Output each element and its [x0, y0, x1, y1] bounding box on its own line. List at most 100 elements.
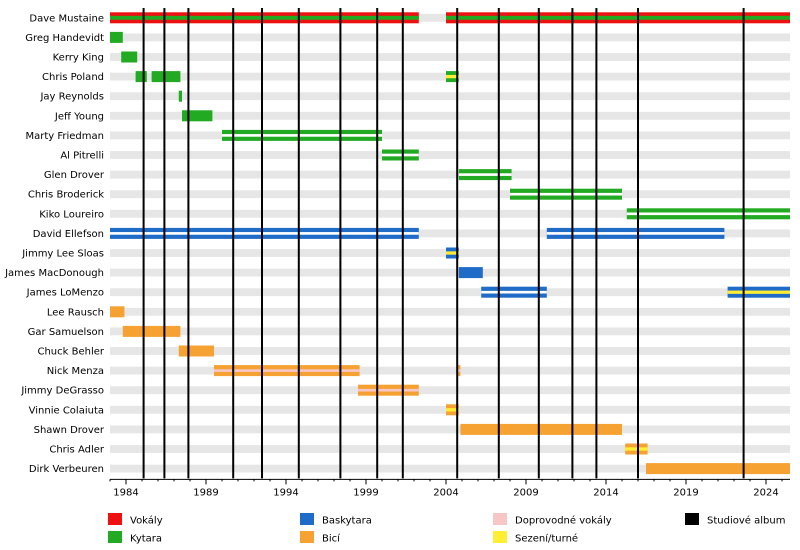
row-stripe-chuck-behler [110, 347, 790, 355]
bar-main-segment [121, 51, 138, 63]
member-label-james-lomenzo: James LoMenzo [26, 288, 104, 299]
bar-david-ellefson-1 [546, 227, 725, 239]
member-label-jay-reynolds: Jay Reynolds [39, 92, 104, 103]
bar-dave-mustaine-1 [446, 12, 790, 24]
row-stripe-gar-samuelson [110, 327, 790, 336]
bar-backing-segment [481, 290, 547, 294]
bar-jay-reynolds-0 [178, 90, 182, 102]
x-tick-label-1989: 1989 [193, 487, 218, 498]
bar-lee-rausch-0 [110, 306, 125, 318]
row-stripe-james-lomenzo [110, 288, 790, 297]
bar-main-segment [122, 325, 181, 337]
legend-swatch-drums [300, 531, 314, 543]
member-label-chris-poland: Chris Poland [42, 72, 104, 83]
bar-session-segment [446, 74, 459, 79]
member-label-greg-handevidt: Greg Handevidt [25, 33, 104, 44]
member-label-dirk-verbeuren: Dirk Verbeuren [29, 464, 104, 475]
bar-chris-broderick-0 [510, 188, 622, 200]
legend-label-album: Studiové album [707, 515, 785, 527]
legend-label-backing: Doprovodné vokály [515, 515, 612, 527]
bar-backing-segment [626, 212, 790, 216]
x-tick-label-1999: 1999 [353, 487, 378, 498]
member-label-gar-samuelson: Gar Samuelson [28, 327, 104, 338]
x-tick-label-2014: 2014 [593, 487, 618, 498]
member-bars [110, 12, 790, 475]
bar-backing-segment [110, 232, 419, 235]
member-label-chris-broderick: Chris Broderick [28, 190, 104, 201]
row-stripe-chris-broderick [110, 190, 790, 199]
legend-item-drums: Bicí [300, 531, 341, 545]
bar-david-ellefson-0 [110, 227, 419, 239]
legend-item-album: Studiové album [685, 513, 785, 527]
bar-guitar-segment [110, 15, 419, 20]
member-label-nick-menza: Nick Menza [47, 366, 104, 377]
legend-item-backing: Doprovodné vokály [493, 513, 612, 527]
bar-guitar-segment [446, 15, 790, 20]
bar-nick-menza-1 [457, 365, 461, 377]
row-stripe-kerry-king [110, 53, 790, 61]
row-stripe-jimmy-degrasso [110, 386, 790, 395]
bar-main-segment [110, 306, 125, 318]
album-lines [142, 8, 745, 479]
bar-backing-segment [458, 173, 512, 176]
bar-kiko-loureiro-0 [626, 208, 790, 220]
bar-chris-poland-2 [446, 71, 459, 83]
bar-chuck-behler-0 [178, 345, 214, 357]
x-tick-label-2019: 2019 [673, 487, 698, 498]
bar-greg-handevidt-0 [110, 31, 123, 43]
legend-label-vocals: Vokály [130, 515, 163, 527]
x-tick-label-1984: 1984 [113, 487, 138, 498]
row-stripe-david-ellefson [110, 229, 790, 238]
bar-main-segment [182, 110, 213, 122]
bar-backing-segment [457, 369, 461, 372]
member-label-al-pitrelli: Al Pitrelli [60, 151, 104, 162]
bar-shawn-drover-0 [460, 423, 622, 435]
bar-main-segment [110, 31, 123, 43]
bar-main-segment [646, 463, 790, 475]
member-label-chuck-behler: Chuck Behler [37, 347, 104, 358]
legend-label-drums: Bicí [322, 533, 341, 545]
member-label-jimmy-degrasso: Jimmy DeGrasso [20, 386, 104, 397]
bar-backing-segment [546, 232, 725, 235]
member-label-shawn-drover: Shawn Drover [34, 425, 105, 436]
member-labels: Dave Mustaine Greg Handevidt Kerry King Chr… [4, 13, 105, 475]
bar-backing-segment [510, 192, 622, 196]
bar-marty-friedman-0 [222, 129, 382, 141]
member-label-glen-drover: Glen Drover [44, 170, 105, 181]
bar-session-segment [446, 408, 459, 412]
bar-main-segment [458, 267, 483, 279]
member-label-marty-friedman: Marty Friedman [25, 131, 104, 142]
legend-item-guitar: Kytara [108, 531, 162, 545]
bar-dirk-verbeuren-0 [646, 463, 790, 475]
legend-label-session: Sezení/turné [515, 533, 578, 545]
bar-jimmy-lee-sloas-0 [446, 247, 459, 259]
bar-main-segment [135, 71, 147, 83]
member-label-kiko-loureiro: Kiko Loureiro [39, 209, 104, 220]
legend-swatch-guitar [108, 531, 122, 543]
member-label-chris-adler: Chris Adler [49, 445, 105, 456]
row-stripe-glen-drover [110, 170, 790, 179]
legend-item-vocals: Vokály [108, 513, 163, 527]
bar-backing-segment [382, 153, 419, 157]
member-label-lee-rausch: Lee Rausch [47, 307, 104, 318]
bar-dave-mustaine-0 [110, 12, 419, 24]
bar-vinnie-colaiuta-0 [446, 404, 459, 416]
member-label-jimmy-lee-sloas: Jimmy Lee Sloas [21, 249, 104, 260]
legend-label-bass: Baskytara [322, 516, 372, 527]
bar-main-segment [178, 345, 214, 357]
x-tick-label-2004: 2004 [433, 487, 458, 498]
row-stripe-lee-rausch [110, 307, 790, 316]
bar-backing-segment [214, 369, 360, 372]
row-stripe-al-pitrelli [110, 151, 790, 159]
member-label-jeff-young: Jeff Young [54, 111, 104, 122]
row-stripe-greg-handevidt [110, 33, 790, 42]
bar-session-segment [625, 447, 648, 451]
bar-james-lomenzo-1 [727, 286, 790, 298]
bar-nick-menza-0 [214, 365, 360, 377]
legend-swatch-backing [493, 513, 507, 525]
row-stripe-jeff-young [110, 111, 790, 120]
legend: Vokály Baskytara Doprovodné vokály Studiové… [108, 513, 785, 545]
row-stripe-marty-friedman [110, 131, 790, 140]
member-label-vinnie-colaiuta: Vinnie Colaiuta [29, 405, 104, 416]
